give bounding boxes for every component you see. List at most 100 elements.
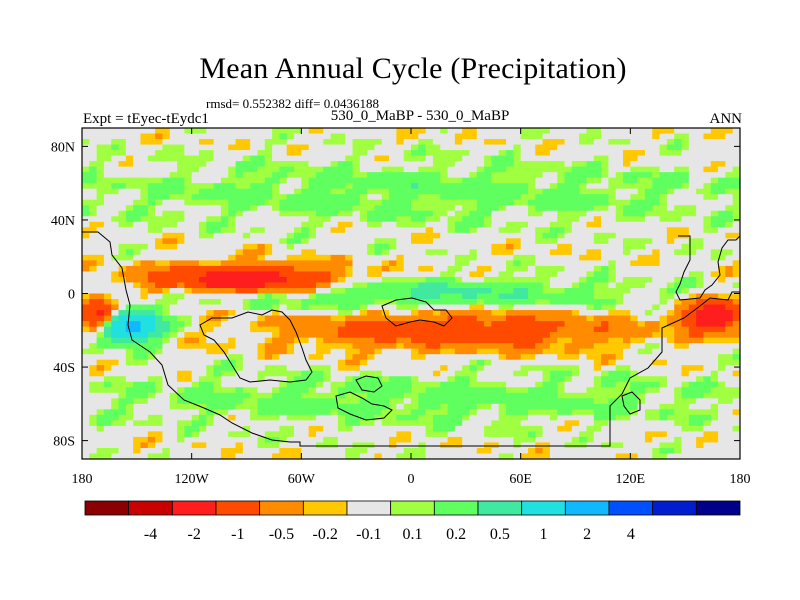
heatmap-cell	[235, 271, 244, 278]
heatmap-cell	[696, 249, 705, 256]
heatmap-cell	[367, 254, 376, 261]
heatmap-cell	[586, 243, 595, 250]
heatmap-cell	[498, 348, 507, 355]
heatmap-cell	[454, 354, 463, 361]
heatmap-cell	[425, 343, 434, 350]
heatmap-cell	[725, 392, 734, 399]
heatmap-cell	[491, 332, 500, 339]
heatmap-cell	[462, 133, 471, 140]
heatmap-cell	[644, 155, 653, 162]
heatmap-cell	[118, 310, 127, 317]
heatmap-cell	[177, 133, 185, 140]
heatmap-cell	[111, 139, 120, 146]
heatmap-cell	[571, 227, 580, 234]
heatmap-cell	[491, 376, 500, 383]
heatmap-cell	[462, 326, 471, 333]
heatmap-cell	[542, 161, 551, 168]
heatmap-cell	[177, 431, 185, 438]
heatmap-cell	[323, 354, 332, 361]
heatmap-cell	[425, 221, 434, 228]
heatmap-cell	[315, 365, 324, 372]
heatmap-cell	[498, 188, 507, 195]
heatmap-cell	[206, 128, 215, 135]
heatmap-cell	[177, 221, 185, 228]
heatmap-cell	[381, 414, 390, 421]
heatmap-cell	[710, 249, 719, 256]
heatmap-cell	[206, 321, 215, 328]
heatmap-cell	[593, 387, 602, 394]
heatmap-cell	[564, 310, 573, 317]
heatmap-cell	[644, 172, 653, 179]
heatmap-cell	[469, 348, 478, 355]
heatmap-cell	[520, 271, 529, 278]
heatmap-cell	[177, 299, 185, 306]
heatmap-cell	[718, 376, 726, 383]
heatmap-cell	[396, 398, 405, 405]
heatmap-cell	[703, 354, 712, 361]
heatmap-cell	[440, 172, 449, 179]
heatmap-cell	[637, 409, 646, 416]
heatmap-cell	[484, 425, 493, 433]
heatmap-cell	[659, 232, 668, 239]
heatmap-cell	[557, 326, 566, 333]
heatmap-cell	[272, 414, 280, 421]
heatmap-cell	[235, 315, 244, 322]
heatmap-cell	[615, 326, 624, 333]
heatmap-cell	[425, 326, 434, 333]
heatmap-cell	[177, 354, 185, 361]
heatmap-cell	[147, 144, 156, 151]
heatmap-cell	[527, 381, 536, 388]
heatmap-cell	[674, 304, 683, 311]
heatmap-cell	[542, 376, 551, 383]
heatmap-cell	[184, 205, 193, 212]
heatmap-cell	[279, 293, 288, 300]
heatmap-cell	[725, 326, 734, 333]
heatmap-cell	[630, 161, 639, 168]
heatmap-cell	[140, 387, 149, 394]
heatmap-cell	[579, 254, 588, 261]
heatmap-cell	[696, 403, 705, 410]
heatmap-cell	[235, 425, 244, 433]
heatmap-cell	[352, 403, 361, 410]
heatmap-cell	[542, 260, 551, 267]
heatmap-cell	[155, 172, 164, 179]
heatmap-cell	[184, 216, 193, 223]
heatmap-cell	[469, 133, 478, 140]
heatmap-cell	[125, 299, 134, 306]
heatmap-cell	[710, 150, 719, 157]
heatmap-cell	[506, 370, 514, 377]
heatmap-cell	[498, 414, 507, 421]
heatmap-cell	[732, 144, 740, 151]
heatmap-cell	[169, 221, 178, 228]
heatmap-cell	[125, 425, 134, 433]
heatmap-cell	[352, 265, 361, 273]
heatmap-cell	[242, 409, 251, 416]
heatmap-cell	[703, 304, 712, 311]
heatmap-cell	[652, 205, 661, 212]
heatmap-cell	[155, 177, 164, 184]
heatmap-cell	[111, 398, 120, 405]
heatmap-cell	[703, 299, 712, 306]
heatmap-cell	[513, 155, 522, 162]
heatmap-cell	[315, 381, 324, 388]
heatmap-cell	[301, 282, 310, 289]
heatmap-cell	[506, 172, 514, 179]
heatmap-cell	[323, 205, 332, 212]
heatmap-cell	[608, 359, 617, 366]
heatmap-cell	[308, 276, 317, 284]
heatmap-cell	[198, 315, 207, 322]
heatmap-cell	[513, 221, 522, 228]
heatmap-cell	[498, 287, 507, 295]
heatmap-cell	[206, 381, 215, 388]
heatmap-cell	[389, 271, 397, 278]
heatmap-cell	[198, 260, 207, 267]
heatmap-cell	[623, 238, 631, 245]
heatmap-cell	[264, 409, 273, 416]
heatmap-cell	[206, 343, 215, 350]
heatmap-cell	[659, 199, 668, 206]
heatmap-cell	[279, 265, 288, 273]
heatmap-cell	[586, 238, 595, 245]
heatmap-cell	[725, 238, 734, 245]
heatmap-cell	[491, 387, 500, 394]
heatmap-cell	[337, 161, 346, 168]
